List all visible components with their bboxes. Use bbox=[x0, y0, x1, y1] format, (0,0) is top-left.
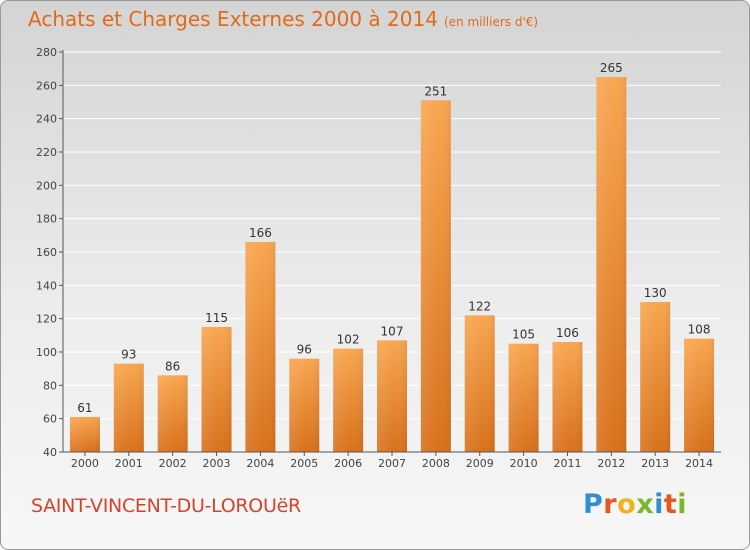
bar-shade-2005 bbox=[289, 358, 320, 452]
x-tick-label: 2001 bbox=[115, 457, 143, 470]
logo-letter: i bbox=[654, 489, 664, 520]
y-tick-label: 40 bbox=[43, 446, 57, 459]
data-label: 265 bbox=[600, 61, 623, 75]
x-tick-label: 2004 bbox=[246, 457, 274, 470]
data-label: 93 bbox=[121, 348, 136, 362]
data-label: 115 bbox=[205, 311, 228, 325]
bar-shade-2012 bbox=[596, 77, 627, 452]
y-tick-label: 280 bbox=[36, 46, 57, 59]
x-tick-label: 2003 bbox=[203, 457, 231, 470]
data-label: 251 bbox=[424, 84, 447, 98]
logo-letter: i bbox=[677, 489, 688, 520]
data-label: 107 bbox=[381, 324, 404, 338]
x-tick-label: 2007 bbox=[378, 457, 406, 470]
logo-letter: P bbox=[583, 489, 604, 520]
logo-letter: o bbox=[617, 489, 637, 520]
x-tick-label: 2006 bbox=[334, 457, 362, 470]
logo-letter: t bbox=[663, 489, 678, 520]
bar-shade-2002 bbox=[157, 375, 188, 452]
y-tick-label: 100 bbox=[36, 346, 57, 359]
y-tick-label: 60 bbox=[43, 413, 57, 426]
bar-shade-2006 bbox=[333, 348, 364, 452]
bar-shade-2004 bbox=[245, 242, 276, 452]
y-tick-label: 80 bbox=[43, 379, 57, 392]
bar-shade-2000 bbox=[69, 417, 100, 452]
data-label: 96 bbox=[297, 343, 312, 357]
bar-shade-2013 bbox=[640, 302, 671, 452]
x-tick-label: 2002 bbox=[159, 457, 187, 470]
y-tick-label: 240 bbox=[36, 113, 57, 126]
data-label: 108 bbox=[688, 323, 711, 337]
logo-letter: x bbox=[636, 489, 655, 520]
data-label: 106 bbox=[556, 326, 579, 340]
y-tick-label: 120 bbox=[36, 313, 57, 326]
y-tick-label: 200 bbox=[36, 179, 57, 192]
data-label: 86 bbox=[165, 359, 180, 373]
x-tick-label: 2000 bbox=[71, 457, 99, 470]
x-tick-label: 2005 bbox=[290, 457, 318, 470]
data-label: 130 bbox=[644, 286, 667, 300]
x-tick-label: 2012 bbox=[597, 457, 625, 470]
bar-shade-2003 bbox=[201, 327, 232, 452]
bar-shade-2008 bbox=[420, 100, 451, 452]
x-tick-label: 2009 bbox=[466, 457, 494, 470]
x-tick-label: 2014 bbox=[685, 457, 713, 470]
y-tick-label: 220 bbox=[36, 146, 57, 159]
chart-title-text: Achats et Charges Externes 2000 à 2014 bbox=[28, 7, 438, 31]
data-label: 105 bbox=[512, 328, 535, 342]
x-tick-label: 2010 bbox=[510, 457, 538, 470]
bar-shade-2010 bbox=[508, 343, 539, 452]
place-name: SAINT-VINCENT-DU-LOROUëR bbox=[31, 495, 301, 517]
bar-shade-2009 bbox=[464, 315, 495, 452]
y-tick-label: 260 bbox=[36, 79, 57, 92]
y-tick-label: 180 bbox=[36, 213, 57, 226]
data-label: 122 bbox=[468, 299, 491, 313]
y-tick-label: 140 bbox=[36, 279, 57, 292]
data-label: 61 bbox=[77, 401, 92, 415]
proxiti-logo[interactable]: Proxiti bbox=[583, 489, 687, 520]
bar-shade-2007 bbox=[377, 340, 407, 452]
data-label: 166 bbox=[249, 226, 272, 240]
x-axis: 2000 2001 2002 2003 2004 2005 2006 2007 2008 2009… bbox=[63, 451, 721, 470]
bar-shade-2001 bbox=[113, 363, 144, 452]
logo-letter: r bbox=[603, 489, 618, 520]
y-tick-label: 160 bbox=[36, 246, 57, 259]
bar-shade-2014 bbox=[684, 338, 715, 452]
bars: 61 93 86 115 166 96 102 107 251 122 105 106 265 130 10… bbox=[69, 61, 715, 452]
y-axis: 40 60 80 100 120 140 160 180 200 220 240 260 280 bbox=[36, 46, 64, 459]
chart-title: Achats et Charges Externes 2000 à 2014 (e… bbox=[28, 7, 538, 31]
x-tick-label: 2011 bbox=[553, 457, 581, 470]
data-label: 102 bbox=[337, 333, 360, 347]
x-tick-label: 2013 bbox=[641, 457, 669, 470]
bar-shade-2011 bbox=[552, 342, 583, 452]
chart-subtitle: (en milliers d'€) bbox=[443, 15, 539, 29]
x-tick-label: 2008 bbox=[422, 457, 450, 470]
